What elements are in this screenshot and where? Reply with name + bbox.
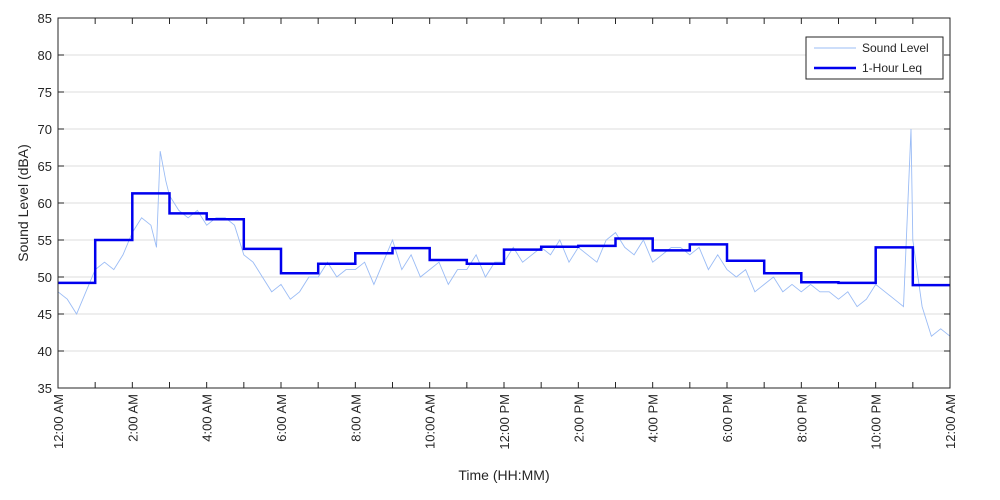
one-hour-leq-series-line: [58, 192, 950, 287]
x-axis-label: Time (HH:MM): [458, 467, 549, 483]
y-tick-label: 80: [38, 48, 52, 63]
x-tick-label: 2:00 PM: [571, 394, 586, 442]
y-tick-label: 85: [38, 11, 52, 26]
x-tick-label: 6:00 PM: [720, 394, 735, 442]
x-tick-label: 8:00 PM: [794, 394, 809, 442]
x-tick-label: 4:00 PM: [646, 394, 661, 442]
x-tick-label: 10:00 PM: [869, 394, 884, 450]
x-tick-label: 6:00 AM: [274, 394, 289, 442]
x-tick-label: 12:00 AM: [51, 394, 66, 449]
x-axis: 12:00 AM 2:00 AM 4:00 AM 6:00 AM 8:00 AM 10:0…: [51, 18, 958, 450]
legend-label-sound-level: Sound Level: [862, 41, 929, 55]
y-gridlines: [58, 54, 950, 352]
y-tick-label: 40: [38, 344, 52, 359]
y-tick-label: 70: [38, 122, 52, 137]
y-tick-label: 60: [38, 196, 52, 211]
y-tick-label: 55: [38, 233, 52, 248]
y-axis-label: Sound Level (dBA): [15, 144, 31, 262]
y-axis: 35 40 45 50 55 60 65 70 75 80 85: [38, 11, 950, 396]
y-tick-label: 65: [38, 159, 52, 174]
y-tick-label: 35: [38, 381, 52, 396]
x-tick-label: 8:00 AM: [348, 394, 363, 442]
legend-label-one-hour-leq: 1-Hour Leq: [862, 61, 922, 75]
legend: Sound Level 1-Hour Leq: [805, 36, 944, 80]
x-tick-label: 10:00 AM: [423, 394, 438, 449]
y-tick-label: 75: [38, 85, 52, 100]
x-tick-label: 12:00 AM: [943, 394, 958, 449]
x-tick-label: 2:00 AM: [125, 394, 140, 442]
y-tick-label: 45: [38, 307, 52, 322]
series-layer: [57, 128, 951, 337]
legend-box: [805, 36, 944, 80]
x-tick-label: 12:00 PM: [497, 394, 512, 450]
y-tick-label: 50: [38, 270, 52, 285]
x-tick-label: 4:00 AM: [200, 394, 215, 442]
